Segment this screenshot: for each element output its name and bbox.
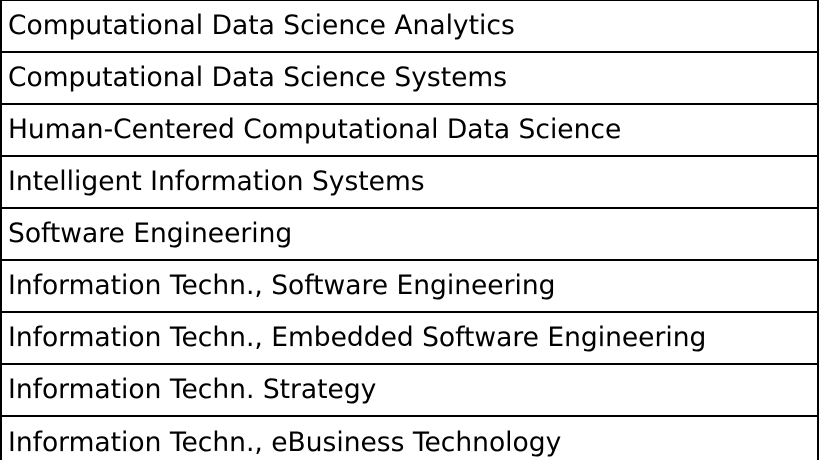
table-row: Human-Centered Computational Data Scienc…	[2, 104, 817, 157]
table-cell: Information Techn., Embedded Software En…	[2, 312, 817, 365]
table-row: Computational Data Science Systems	[2, 52, 817, 105]
table-cell: Software Engineering	[2, 208, 817, 261]
table-row: Intelligent Information Systems	[2, 156, 817, 209]
table-row: Software Engineering	[2, 208, 817, 261]
table-row: Information Techn., eBusiness Technology	[2, 416, 817, 468]
table-cell: Intelligent Information Systems	[2, 156, 817, 209]
table-row: Computational Data Science Analytics	[2, 1, 817, 53]
table-cell: Information Techn. Strategy	[2, 364, 817, 417]
table-cell: Computational Data Science Systems	[2, 52, 817, 105]
table-cell: Information Techn., Software Engineering	[2, 260, 817, 313]
table-row: Information Techn. Strategy	[2, 364, 817, 417]
table-cell: Computational Data Science Analytics	[2, 1, 817, 53]
table-row: Information Techn., Software Engineering	[2, 260, 817, 313]
table-cell: Information Techn., eBusiness Technology	[8, 426, 562, 458]
table-row: Information Techn., Embedded Software En…	[2, 312, 817, 365]
table-cell: Human-Centered Computational Data Scienc…	[2, 104, 817, 157]
